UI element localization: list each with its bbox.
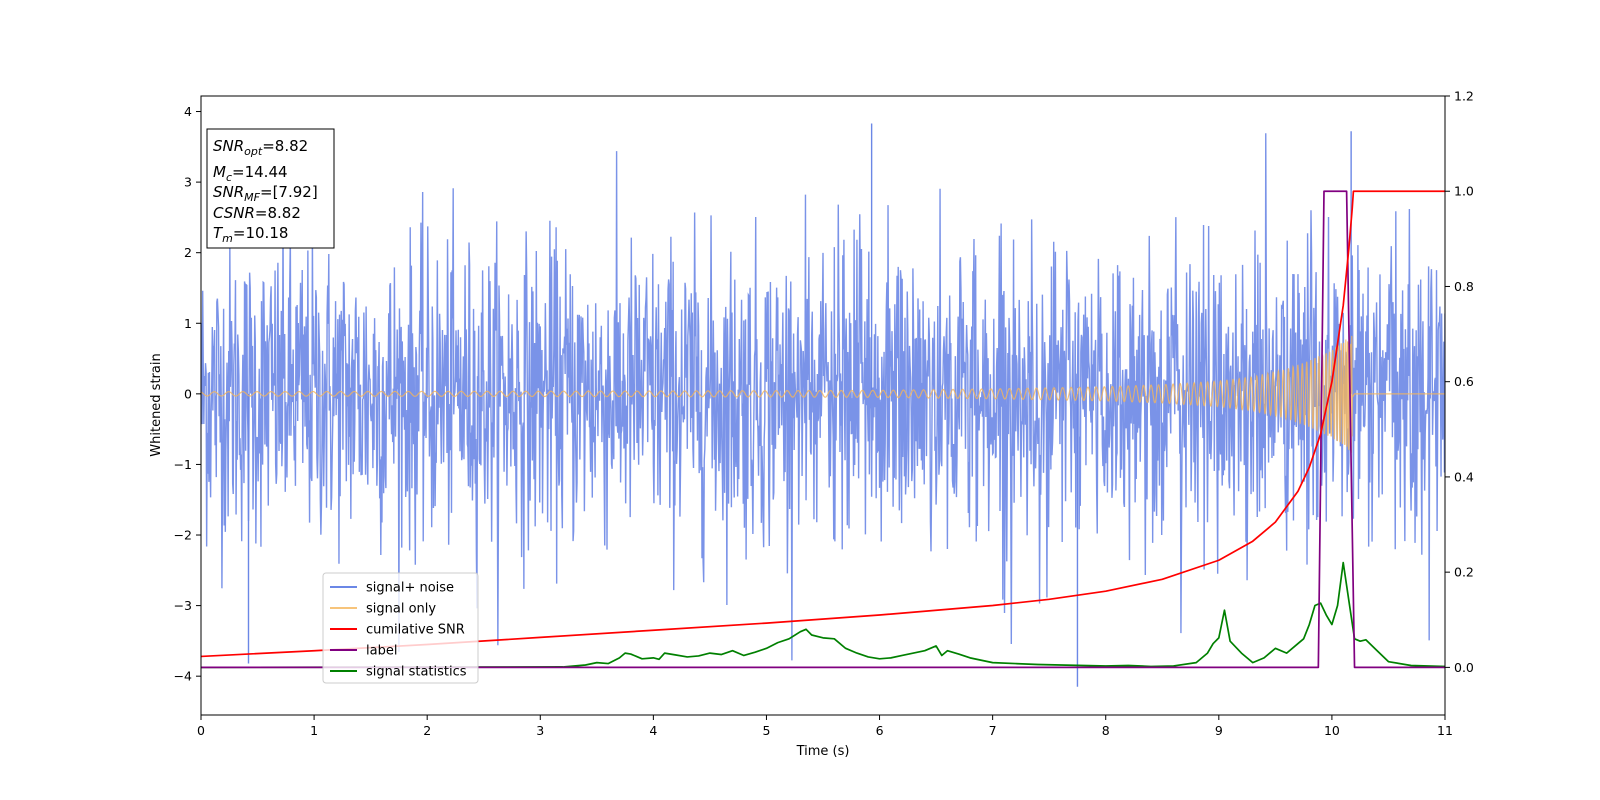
y-left-tick-label: 4: [184, 104, 192, 119]
legend-label: signal only: [366, 602, 436, 617]
x-tick-label: 6: [876, 723, 884, 738]
series-cumulative-snr: [201, 190, 1445, 658]
x-tick-label: 8: [1102, 723, 1110, 738]
y-left-tick-label: 1: [184, 316, 192, 331]
series-signal-only: [201, 335, 1445, 453]
x-tick-label: 0: [197, 723, 205, 738]
annotation-line: SNRopt=8.82: [213, 137, 308, 158]
legend-label: signal+ noise: [366, 581, 454, 596]
annotation-box-frame: [206, 128, 335, 249]
x-tick-label: 2: [423, 723, 431, 738]
y-right-tick-label: 1.0: [1454, 184, 1474, 199]
y-right-tick-label: 0.8: [1454, 279, 1474, 294]
legend-label: cumilative SNR: [366, 623, 465, 638]
y-right-tick-label: 0.0: [1454, 660, 1474, 675]
legend-label: label: [366, 644, 397, 659]
x-tick-label: 10: [1324, 723, 1340, 738]
annotation-box: SNRopt=8.82 Mc=14.44SNRMF=[7.92]CSNR=8.82…: [206, 128, 335, 249]
series-layer: [201, 123, 1445, 687]
y-left-tick-label: −2: [174, 528, 192, 543]
y-left-tick-label: −4: [174, 669, 192, 684]
y-right-tick-label: 0.6: [1454, 374, 1474, 389]
y-right-tick-label: 0.2: [1454, 565, 1474, 580]
y-left-tick-label: 3: [184, 175, 192, 190]
plot-frame: [200, 95, 1446, 716]
legend-frame: [322, 572, 479, 684]
y-left-tick-label: 2: [184, 245, 192, 260]
legend: signal+ noise signal only cumilative SNR la…: [322, 572, 479, 684]
y-right-tick-label: 1.2: [1454, 89, 1474, 104]
x-tick-label: 11: [1437, 723, 1453, 738]
legend-label: signal statistics: [366, 665, 467, 680]
y-left-tick-label: 0: [184, 386, 192, 401]
series-signal-noise: [201, 133, 1445, 661]
x-tick-label: 1: [310, 723, 318, 738]
annotation-line: CSNR=8.82: [213, 204, 301, 222]
y-axis-label: Whitened strain: [149, 353, 164, 456]
series-label: [201, 190, 1445, 669]
y-right-tick-label: 0.4: [1454, 469, 1474, 484]
axes-layer: 0 1 2 3 4 5 6 7 8 9 10 11 −4 −3 −2 −1 0 1 2 3 4 0.0 0.2 0.4 0.6 0…: [174, 89, 1474, 739]
annotation-line: Mc=14.44: [213, 163, 288, 184]
y-left-tick-label: −3: [174, 598, 192, 613]
x-tick-label: 7: [989, 723, 997, 738]
x-tick-label: 9: [1215, 723, 1223, 738]
y-left-tick-label: −1: [174, 457, 192, 472]
annotation-line: SNRMF=[7.92]: [213, 183, 318, 204]
annotation-line: Tm=10.18: [213, 224, 288, 245]
x-axis-label: Time (s): [796, 744, 850, 759]
x-tick-label: 3: [536, 723, 544, 738]
x-tick-label: 5: [762, 723, 770, 738]
x-tick-label: 4: [649, 723, 657, 738]
series-signal-statistics: [201, 561, 1445, 669]
